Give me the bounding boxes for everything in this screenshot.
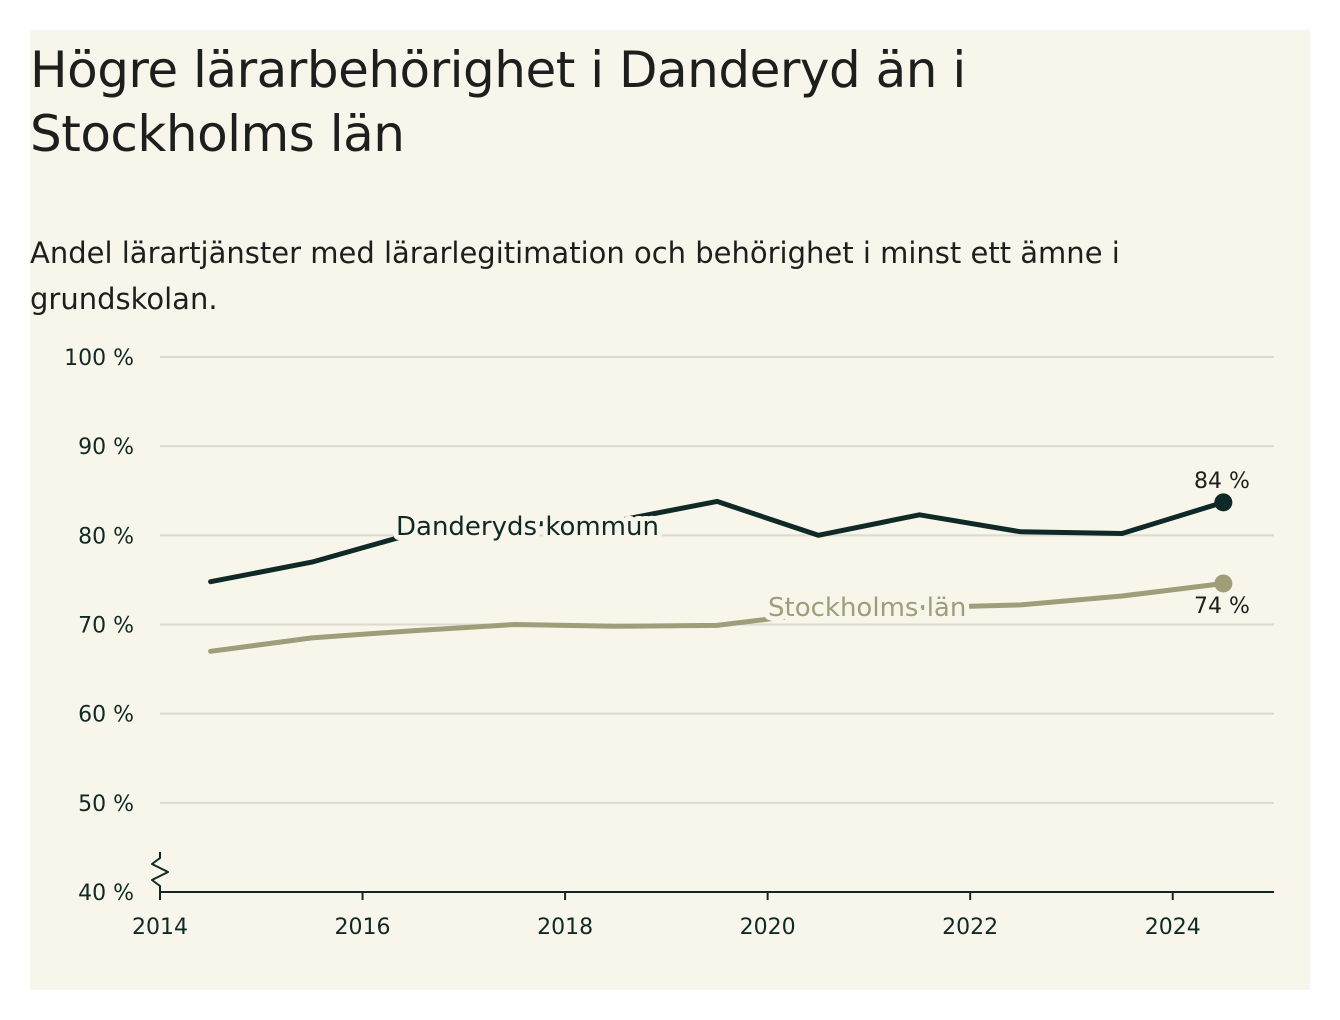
y-tick-label: 80 % — [78, 524, 134, 549]
x-tick-label: 2018 — [537, 915, 593, 940]
y-tick-label: 40 % — [78, 881, 134, 906]
y-tick-label: 90 % — [78, 435, 134, 460]
chart-subtitle: Andel lärartjänster med lärarlegitimatio… — [30, 236, 1120, 316]
y-tick-label: 50 % — [78, 792, 134, 817]
end-point-danderyd — [1214, 493, 1233, 512]
grid-lines — [160, 356, 1274, 804]
x-tick-label: 2020 — [740, 915, 796, 940]
y-tick-label: 100 % — [64, 346, 134, 371]
x-tick-label: 2024 — [1145, 915, 1201, 940]
series-labels: Danderyds kommun Stockholms län 84 % 74 % — [391, 469, 1250, 628]
y-tick-label: 70 % — [78, 614, 134, 639]
series-line-stockholm — [208, 581, 1226, 654]
chart-title: Högre lärarbehörighet i Danderyd än i St… — [30, 41, 966, 163]
end-point-stockholm — [1214, 574, 1233, 593]
y-tick-label: 60 % — [78, 703, 134, 728]
series-line-danderyd — [208, 498, 1226, 585]
x-tick-label: 2022 — [942, 915, 998, 940]
end-value-label-danderyd: 84 % — [1194, 469, 1250, 494]
axis-break-icon — [151, 852, 169, 892]
series-label-danderyd: Danderyds kommun — [396, 512, 659, 542]
y-axis-ticks: 40 % 50 % 60 % 70 % 80 % 90 % 100 % — [64, 346, 134, 906]
x-tick-label: 2014 — [132, 915, 188, 940]
end-value-label-stockholm: 74 % — [1194, 594, 1250, 619]
x-tick-label: 2016 — [335, 915, 391, 940]
x-axis: 2014 2016 2018 2020 2022 2024 — [132, 852, 1274, 940]
series-label-stockholm: Stockholms län — [768, 593, 966, 623]
series-lines — [208, 493, 1233, 654]
